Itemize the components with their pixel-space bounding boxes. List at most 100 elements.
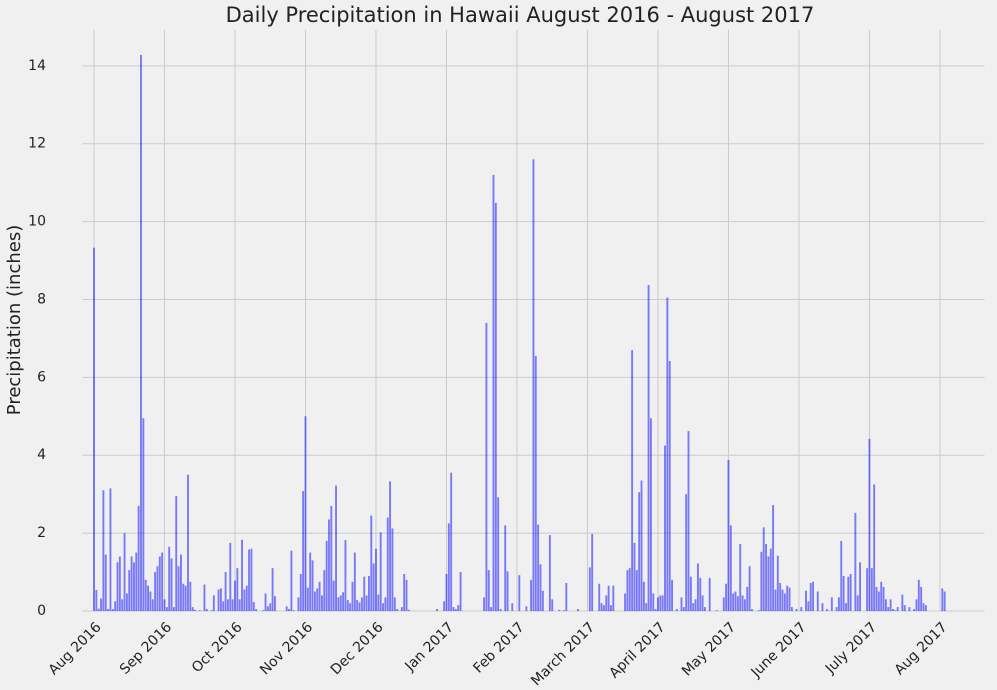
bar	[241, 539, 243, 611]
bar	[154, 572, 157, 611]
bar	[605, 595, 608, 611]
bar	[816, 591, 819, 611]
bar	[203, 584, 206, 611]
bar	[600, 603, 603, 611]
bar	[541, 590, 544, 611]
bar	[490, 607, 493, 611]
y-axis-label: Precipitation (inches)	[4, 225, 25, 415]
bar	[292, 610, 295, 611]
bar	[774, 589, 777, 611]
bar	[786, 585, 789, 611]
bar	[734, 591, 737, 611]
bar	[102, 490, 105, 611]
bar	[133, 562, 135, 611]
bar	[657, 597, 659, 611]
bar	[243, 589, 246, 611]
bar	[859, 562, 861, 611]
bar	[447, 523, 450, 611]
bar	[847, 576, 850, 611]
bar	[325, 540, 328, 611]
bar	[443, 601, 446, 611]
bar	[689, 576, 692, 611]
bar	[551, 599, 554, 611]
bar	[318, 581, 321, 611]
bar	[313, 591, 316, 611]
bar	[198, 610, 201, 611]
bar	[699, 577, 702, 611]
bar	[255, 609, 258, 611]
bar	[741, 595, 744, 611]
bar	[530, 579, 533, 611]
bar	[762, 527, 765, 611]
bar	[645, 603, 648, 611]
bar	[332, 580, 335, 611]
bar	[856, 595, 859, 611]
bar	[633, 542, 636, 611]
bar	[205, 609, 208, 611]
bar	[342, 592, 345, 611]
bar	[558, 609, 561, 611]
bar	[722, 597, 725, 611]
bar	[727, 459, 730, 611]
bar	[588, 567, 591, 611]
bar	[877, 591, 880, 611]
bar	[487, 570, 490, 611]
bar	[158, 556, 161, 611]
bar	[534, 355, 537, 611]
bar	[217, 589, 220, 611]
bar	[821, 603, 824, 611]
bar	[626, 570, 629, 611]
bar	[649, 418, 652, 611]
bar	[356, 600, 359, 611]
bar	[452, 607, 455, 611]
y-tick-label: 8	[37, 291, 46, 307]
bar	[896, 607, 899, 611]
bar	[504, 525, 507, 611]
bar	[915, 599, 918, 611]
bar	[262, 610, 265, 611]
bar	[457, 605, 460, 611]
bar	[135, 552, 138, 611]
y-tick-label: 12	[28, 136, 46, 152]
bar	[694, 599, 697, 611]
bar	[680, 597, 683, 611]
bar	[175, 496, 178, 611]
bar	[922, 603, 925, 611]
bar	[518, 575, 521, 611]
bar	[311, 560, 314, 611]
bar	[830, 597, 833, 611]
bar	[638, 492, 641, 611]
bar	[137, 505, 140, 611]
bar	[445, 574, 448, 611]
bar	[269, 603, 272, 611]
bar	[107, 609, 110, 611]
bar	[248, 549, 251, 611]
bar	[111, 609, 114, 611]
bar	[367, 575, 370, 611]
bar	[671, 579, 674, 611]
bar	[873, 484, 876, 611]
bar	[386, 517, 389, 611]
bar	[121, 599, 124, 611]
bar	[454, 609, 457, 611]
bar	[870, 568, 873, 611]
bar	[499, 609, 502, 611]
bar	[532, 159, 535, 611]
bar	[363, 576, 366, 611]
bar	[328, 519, 330, 611]
bar	[407, 609, 410, 611]
bar	[128, 570, 131, 611]
bar	[696, 563, 699, 611]
bar	[309, 552, 312, 611]
bar	[880, 581, 883, 611]
bar	[783, 593, 786, 611]
bar	[807, 601, 810, 611]
bar	[238, 599, 241, 611]
bar	[222, 601, 225, 611]
bar	[130, 556, 133, 611]
bar	[330, 505, 333, 611]
bar	[306, 587, 309, 611]
bar	[924, 605, 927, 611]
bar	[736, 596, 739, 611]
